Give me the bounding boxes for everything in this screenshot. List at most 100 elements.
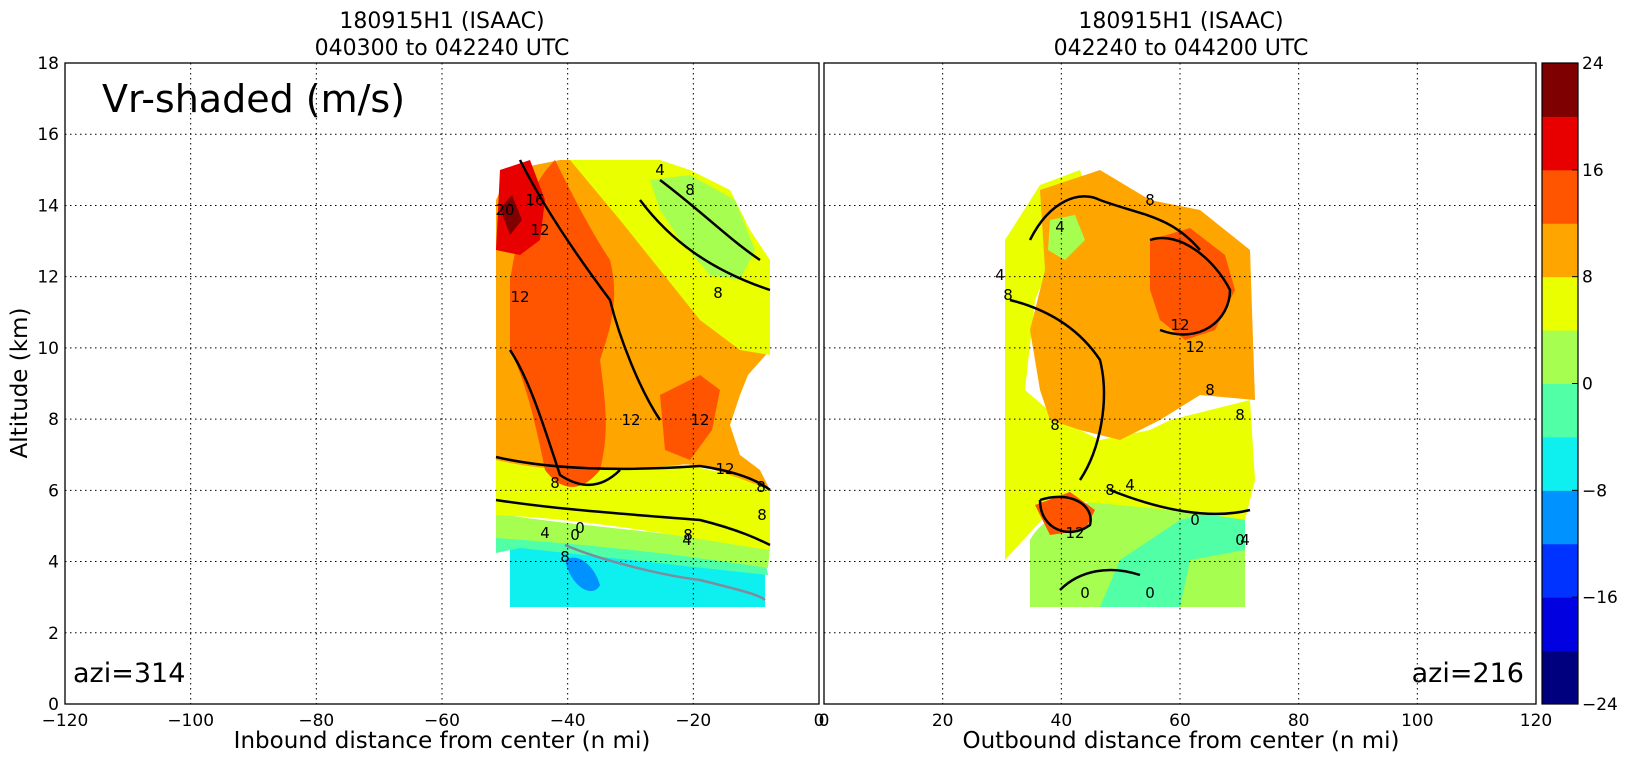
contour-label: 12 [1065, 524, 1084, 542]
field-blue-left [565, 557, 600, 592]
variable-label: Vr-shaded (m/s) [102, 77, 405, 121]
y-tick-label: 4 [48, 553, 59, 573]
left-negative-contours [564, 543, 766, 601]
contour-label: 8 [757, 506, 767, 524]
contour-label: 0 [575, 519, 585, 537]
contour-label: 4 [540, 524, 550, 542]
colorbar-segment [1542, 223, 1578, 278]
y-axis-label: Altitude (km) [7, 308, 33, 459]
field-teal-bottom-right [1100, 505, 1245, 607]
right-axes-frame [823, 62, 1537, 705]
contour-label: 8 [1105, 481, 1115, 499]
contour-label: 8 [713, 284, 723, 302]
x-tick-label: 40 [1051, 711, 1073, 731]
field-redorange-right-lobe [660, 375, 720, 460]
contour-label: 4 [995, 266, 1005, 284]
y-tick-label: 12 [37, 268, 59, 288]
x-tick-label: 100 [1401, 711, 1433, 731]
colorbar-segment [1542, 490, 1578, 545]
left-panel-title-line1: 180915H1 (ISAAC) [339, 9, 544, 34]
right-azimuth-label: azi=216 [1412, 658, 1524, 689]
right-panel-field [1005, 170, 1255, 607]
colorbar-tick-labels: 24 16 8 0 −8 −16 −24 [1582, 54, 1618, 715]
contour-label: 12 [1170, 316, 1189, 334]
contour-label: 8 [1235, 406, 1245, 424]
x-tick-label: 80 [1288, 711, 1310, 731]
right-panel-title-line2: 042240 to 044200 UTC [1054, 36, 1309, 61]
contour-label: 16 [525, 191, 544, 209]
y-tick-label: 14 [37, 196, 59, 216]
x-tick-label: 0 [814, 711, 825, 731]
field-lightgreen-left [496, 513, 770, 568]
colorbar-segment [1542, 169, 1578, 224]
contour-label: 8 [560, 548, 570, 566]
x-tick-label: −80 [298, 711, 334, 731]
field-lightgreen-upper-left [650, 175, 755, 280]
y-tick-label: 16 [37, 125, 59, 145]
field-yellow-right [1005, 170, 1255, 560]
right-grid [824, 63, 1536, 704]
y-tick-label: 6 [48, 481, 59, 501]
contour-label: 12 [530, 221, 549, 239]
field-lightgreen-right [1048, 215, 1085, 260]
right-panel-title-line1: 180915H1 (ISAAC) [1078, 9, 1283, 34]
colorbar-tick-label: −8 [1582, 481, 1607, 501]
x-tick-label: −120 [42, 711, 89, 731]
y-tick-label: 2 [48, 624, 59, 644]
contour-label: 0 [1145, 584, 1155, 602]
colorbar-tick-label: 8 [1582, 268, 1593, 288]
contour-label: 4 [682, 531, 692, 549]
colorbar-segment [1542, 116, 1578, 171]
contour-label: 12 [1185, 338, 1204, 356]
contour-label: 8 [1050, 416, 1060, 434]
contour-label: 4 [655, 161, 665, 179]
contour-label: 8 [1205, 381, 1215, 399]
colorbar-segment [1542, 63, 1578, 117]
left-grid [65, 63, 819, 704]
left-axes-frame [64, 62, 820, 705]
contour-label: 0 [1190, 511, 1200, 529]
contour-label: 12 [621, 411, 640, 429]
contour-label: 12 [690, 411, 709, 429]
colorbar-segment [1542, 276, 1578, 331]
contour-label: 8 [1145, 191, 1155, 209]
contour-label: 8 [550, 474, 560, 492]
colorbar-tick-label: 16 [1582, 161, 1604, 181]
x-tick-label: −100 [167, 711, 214, 731]
colorbar-segment [1542, 597, 1578, 652]
y-tick-label: 8 [48, 410, 59, 430]
colorbar-segment [1542, 383, 1578, 438]
colorbar-segment [1542, 650, 1578, 705]
y-tick-label: 10 [37, 339, 59, 359]
x-tick-label: 120 [1520, 711, 1552, 731]
left-x-tick-labels: −120 −100 −80 −60 −40 −20 0 [42, 711, 825, 731]
left-contours [495, 159, 771, 547]
left-x-axis-label: Inbound distance from center (n mi) [234, 728, 651, 754]
right-contours [1009, 195, 1251, 591]
contour-label: 8 [1003, 286, 1013, 304]
left-azimuth-label: azi=314 [73, 658, 185, 689]
y-tick-label: 0 [48, 695, 59, 715]
left-panel-title-line2: 040300 to 042240 UTC [315, 36, 570, 61]
colorbar-tick-label: −16 [1582, 588, 1618, 608]
colorbar-tick-label: 24 [1582, 54, 1604, 74]
contour-label: 0 [570, 526, 580, 544]
colorbar-segment [1542, 543, 1578, 598]
right-x-axis-label: Outbound distance from center (n mi) [963, 728, 1400, 754]
contour-label: 12 [715, 460, 734, 478]
colorbar-segment [1542, 436, 1578, 491]
contour-label: 4 [1055, 218, 1065, 236]
x-tick-label: −60 [424, 711, 460, 731]
colorbar-tick-label: −24 [1582, 695, 1618, 715]
left-y-tick-labels: 0 2 4 6 8 10 12 14 16 18 [37, 54, 59, 715]
x-tick-label: 60 [1169, 711, 1191, 731]
contour-label: 4 [1240, 531, 1250, 549]
right-x-tick-labels: 0 20 40 60 80 100 120 [819, 711, 1553, 731]
field-redorange-right [1150, 228, 1235, 340]
x-tick-label: 0 [819, 711, 830, 731]
colorbar-segment [1542, 330, 1578, 384]
contour-label: 12 [510, 288, 529, 306]
y-tick-label: 18 [37, 54, 59, 74]
